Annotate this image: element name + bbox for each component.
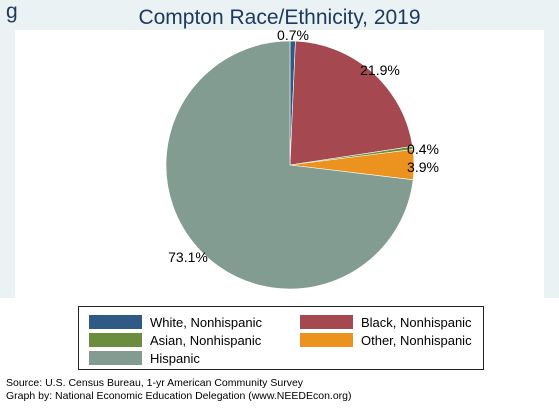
legend-label-other: Other, Nonhispanic [361,332,472,348]
legend-item-white: White, Nonhispanic [89,313,262,331]
legend-item-other: Other, Nonhispanic [300,331,472,349]
pie-slice-hispanic [165,40,414,290]
chart-title: Compton Race/Ethnicity, 2019 [138,6,421,29]
source-note: Source: U.S. Census Bureau, 1-yr America… [6,377,304,389]
title-prefix-fragment: g [6,0,18,23]
slice-label-asian: 0.4% [407,141,439,157]
legend-item-hispanic: Hispanic [89,349,200,367]
pie-slice-black [289,40,413,166]
legend-item-asian: Asian, Nonhispanic [89,331,261,349]
legend-swatch-black [300,315,353,329]
legend-label-asian: Asian, Nonhispanic [150,332,262,348]
legend-swatch-white [89,315,142,329]
slice-label-other: 3.9% [407,159,439,175]
slice-label-white: 0.7% [277,27,309,43]
slice-label-hispanic: 73.1% [168,249,208,265]
legend-item-black: Black, Nonhispanic [300,313,472,331]
legend-swatch-other [300,333,353,347]
legend-label-white: White, Nonhispanic [150,314,262,330]
legend-swatch-hispanic [89,351,142,365]
credit-note: Graph by: National Economic Education De… [6,390,352,402]
legend-label-hispanic: Hispanic [150,350,200,366]
slice-label-black: 21.9% [360,62,400,78]
legend-label-black: Black, Nonhispanic [361,314,472,330]
legend: White, Nonhispanic Black, Nonhispanic As… [78,306,484,370]
pie-chart: 0.7% 21.9% 0.4% 3.9% 73.1% [165,27,439,290]
legend-swatch-asian [89,333,142,347]
